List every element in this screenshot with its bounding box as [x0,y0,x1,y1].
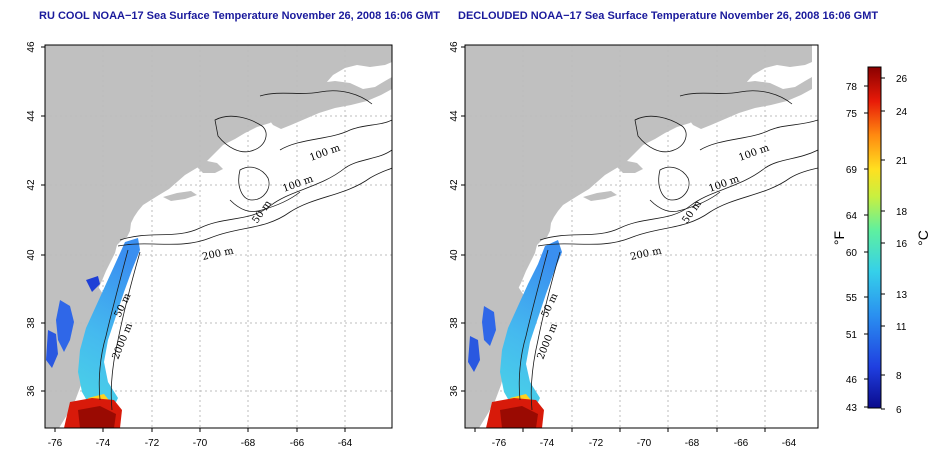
y-tick-label: 46 [449,41,460,53]
fahrenheit-tick: 46 [846,375,858,386]
x-tick-label: -66 [734,438,749,449]
y-tick-label: 36 [26,385,37,397]
celsius-tick: 6 [896,405,902,416]
celsius-tick: 24 [896,107,908,118]
fahrenheit-tick: 51 [846,330,858,341]
y-tick-label: 40 [26,249,37,261]
celsius-tick: 13 [896,290,908,301]
x-tick-label: -72 [145,438,160,449]
grid-lines [465,45,818,428]
x-tick-label: -66 [290,438,305,449]
fahrenheit-tick: 75 [846,109,858,120]
map-frame [464,44,819,429]
sst-data-swath [46,238,140,428]
y-tick-label: 38 [26,317,37,329]
y-tick-label: 40 [449,249,460,261]
x-tick-label: -74 [96,438,111,449]
fahrenheit-unit-label: °F [831,231,847,245]
x-tick-label: -70 [193,438,208,449]
x-tick-label: -76 [492,438,507,449]
x-tick-label: -64 [338,438,353,449]
celsius-tick: 18 [896,207,908,218]
fahrenheit-tick: 43 [846,403,858,414]
x-tick-label: -68 [685,438,700,449]
color-bar: 43 46 51 55 60 64 69 75 78 6 8 11 13 16 … [831,66,931,416]
fahrenheit-tick: 64 [846,211,858,222]
color-bar-ticks [864,77,885,410]
x-tick-label: -74 [540,438,555,449]
y-tick-label: 36 [449,385,460,397]
y-tick-label: 42 [26,179,37,191]
x-tick-label: -72 [589,438,604,449]
celsius-unit-label: °C [915,230,931,246]
bathymetry-contours [98,90,392,411]
x-tick-label: -68 [241,438,256,449]
left-panel-title: RU COOL NOAA−17 Sea Surface Temperature … [39,10,440,22]
y-tick-label: 42 [449,179,460,191]
y-tick-label: 44 [26,110,37,122]
left-map: 100 m 100 m 50 m 200 m 50 m 2000 m -76 -… [26,41,393,449]
y-tick-label: 38 [449,317,460,329]
sst-data-swath [468,240,562,428]
axis-ticks [41,46,346,432]
fahrenheit-tick: 55 [846,293,858,304]
fahrenheit-tick: 78 [846,82,858,93]
x-tick-label: -70 [637,438,652,449]
y-tick-label: 44 [449,110,460,122]
celsius-tick: 11 [896,322,907,333]
axis-ticks [461,46,766,432]
right-panel-title: DECLOUDED NOAA−17 Sea Surface Temperatur… [458,10,879,22]
y-tick-label: 46 [26,41,37,53]
celsius-tick: 16 [896,239,908,250]
bathymetry-contours [518,90,818,411]
map-frame [44,44,393,429]
celsius-tick: 8 [896,371,902,382]
fahrenheit-tick: 69 [846,165,858,176]
fahrenheit-tick: 60 [846,248,858,259]
x-tick-label: -64 [782,438,797,449]
celsius-tick: 21 [896,156,908,167]
celsius-tick: 26 [896,74,908,85]
grid-lines [45,45,392,428]
x-tick-label: -76 [48,438,63,449]
color-bar-scale [867,66,882,409]
right-map: 100 m 100 m 50 m 200 m 50 m 2000 m -76 -… [449,41,819,449]
